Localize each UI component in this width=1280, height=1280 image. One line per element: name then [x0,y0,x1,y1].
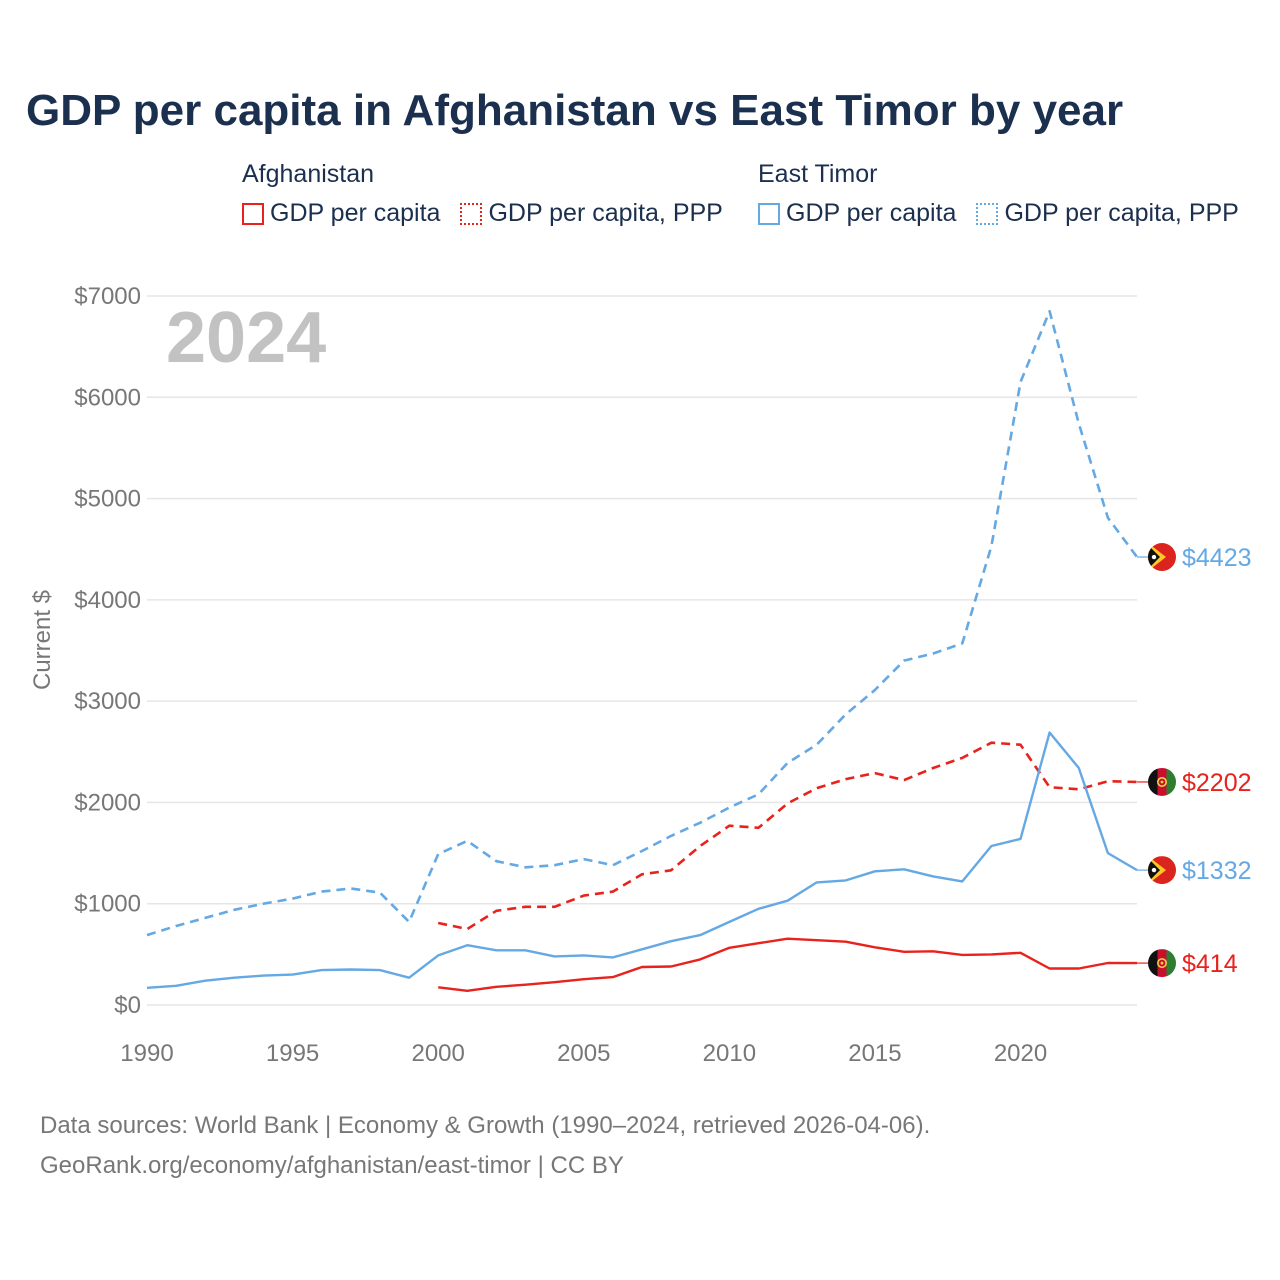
east-timor-flag-icon [1148,856,1176,885]
legend-item-east-timor-gdp-ppp[interactable]: GDP per capita, PPP [976,199,1239,228]
east-timor-flag-icon [1148,543,1176,572]
series-end-value: $2202 [1182,769,1252,797]
legend-item-east-timor-gdp[interactable]: GDP per capita [758,199,956,228]
y-tick-label: $7000 [74,283,141,310]
afghanistan-flag-icon [1148,767,1176,796]
y-tick-label: $2000 [74,789,141,816]
x-tick-label: 2005 [557,1040,610,1067]
legend-label: GDP per capita [786,199,957,227]
legend-east-timor: East Timor GDP per capita GDP per capita… [758,160,1259,228]
series-line[interactable] [146,731,1138,989]
legend-swatch-dotted-red [460,202,483,225]
series-end-value: $414 [1182,950,1238,978]
series-end-value: $4423 [1182,544,1252,572]
chart-title: GDP per capita in Afghanistan vs East Ti… [26,86,1124,135]
series [146,309,1139,992]
y-tick-label: $0 [114,992,141,1019]
y-tick-label: $6000 [74,384,141,411]
footer: Data sources: World Bank | Economy & Gro… [40,1106,930,1186]
legend-item-afghanistan-gdp[interactable]: GDP per capita [242,199,440,228]
legend-afghanistan: Afghanistan GDP per capita GDP per capit… [242,160,743,228]
axes: $0 $1000 $2000 $3000 $4000 $5000 $6000 $7000 199… [74,283,1047,1067]
footer-sources: Data sources: World Bank | Economy & Gro… [40,1112,931,1139]
legend-item-afghanistan-gdp-ppp[interactable]: GDP per capita, PPP [460,199,723,228]
x-tick-label: 1995 [266,1040,319,1067]
year-watermark: 2024 [166,298,326,378]
afghanistan-flag-icon [1148,949,1176,978]
grid [147,295,1137,1006]
y-tick-label: $1000 [74,891,141,918]
legend-swatch-solid-red [242,202,264,225]
legend-label: GDP per capita, PPP [1004,199,1239,227]
end-labels: $4423 $2202 $1332 $414 [1137,543,1252,978]
y-axis-label: Current $ [29,590,56,690]
y-tick-label: $4000 [74,587,141,614]
y-tick-label: $5000 [74,486,141,513]
x-tick-label: 2020 [994,1040,1047,1067]
footer-link[interactable]: GeoRank.org/economy/afghanistan/east-tim… [40,1152,624,1179]
x-tick-label: 2000 [411,1040,464,1067]
legend-country-afghanistan: Afghanistan [242,160,375,188]
legend-label: GDP per capita, PPP [488,199,723,227]
series-line[interactable] [146,309,1139,937]
legend-label: GDP per capita [270,199,441,227]
series-line[interactable] [437,741,1138,931]
x-tick-label: 1990 [120,1040,173,1067]
series-end-value: $1332 [1182,857,1252,885]
x-tick-label: 2015 [848,1040,901,1067]
legend-swatch-dotted-blue [976,202,999,225]
legend-country-east-timor: East Timor [758,160,878,188]
y-tick-label: $3000 [74,688,141,715]
series-line[interactable] [438,937,1138,992]
legend-swatch-solid-blue [758,202,780,225]
x-tick-label: 2010 [703,1040,756,1067]
